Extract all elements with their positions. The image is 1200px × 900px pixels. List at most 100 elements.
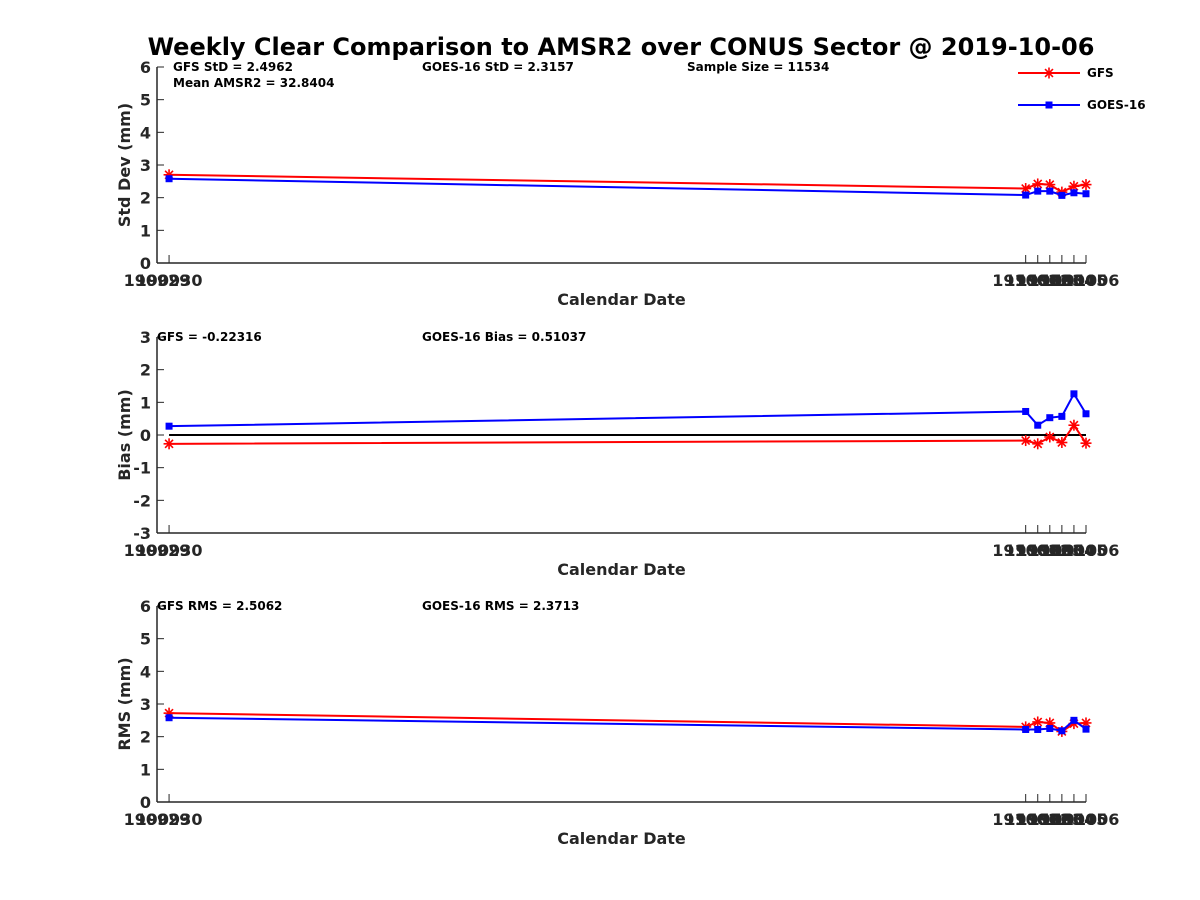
legend-goes16-square-icon xyxy=(1045,101,1053,109)
legend: GFS GOES-16 xyxy=(1018,66,1146,112)
point-gfs-rms xyxy=(1032,716,1044,728)
y-tick-label-rms: 0 xyxy=(140,793,151,812)
stat-annotation-rms: GOES-16 RMS = 2.3713 xyxy=(422,599,579,613)
x-tick-label-bias: 191003 xyxy=(1016,541,1083,560)
point-gfs-bias xyxy=(1068,419,1080,431)
point-goes16-rms xyxy=(1046,725,1054,732)
y-tick-label-std: 3 xyxy=(140,156,151,175)
y-tick-label-std: 2 xyxy=(140,189,151,208)
point-gfs-bias xyxy=(1032,438,1044,450)
x-tick-label-std: 191006 xyxy=(1053,271,1120,290)
x-tick-label-rms: 190930 xyxy=(136,810,203,829)
y-tick-label-rms: 3 xyxy=(140,695,151,714)
x-tick-label-std: 191001 xyxy=(992,271,1059,290)
x-tick-label-std: 191003 xyxy=(1016,271,1083,290)
series-line-gfs-std xyxy=(169,173,1087,194)
point-goes16-bias xyxy=(1022,407,1030,415)
y-tick-label-std: 5 xyxy=(140,91,151,110)
point-gfs-bias-stroke xyxy=(1033,439,1043,449)
point-goes16-rms xyxy=(1022,725,1030,733)
x-tick-label-bias: 191006 xyxy=(1053,541,1120,560)
x-tick-label-bias: 191005 xyxy=(1041,541,1108,560)
stat-annotation-std: Sample Size = 11534 xyxy=(687,60,829,74)
x-axis-label-bias: Calendar Date xyxy=(557,560,686,579)
point-goes16-bias xyxy=(1034,421,1042,429)
x-tick-label-bias: 191002 xyxy=(1004,541,1071,560)
point-gfs-bias xyxy=(1080,437,1092,449)
x-axis-label-std: Calendar Date xyxy=(557,290,686,309)
chart-title: Weekly Clear Comparison to AMSR2 over CO… xyxy=(148,33,1095,61)
x-tick-label-bias: 191001 xyxy=(992,541,1059,560)
y-axis-label-bias: Bias (mm) xyxy=(115,389,134,481)
x-tick-label-std: 190930 xyxy=(136,271,203,290)
y-tick-label-bias: 0 xyxy=(140,426,151,445)
x-tick-label-bias: 190930 xyxy=(136,541,203,560)
point-gfs-std-stroke xyxy=(1033,179,1043,189)
point-gfs-bias-stroke xyxy=(1045,432,1055,442)
point-goes16-bias xyxy=(1082,410,1090,418)
point-gfs-bias-stroke xyxy=(1069,420,1079,430)
point-goes16-std xyxy=(1022,191,1030,199)
legend-gfs-marker-stroke xyxy=(1044,68,1054,78)
point-goes16-std xyxy=(1058,191,1066,199)
point-goes16-std xyxy=(1034,187,1042,195)
point-goes16-rms xyxy=(165,714,173,722)
x-tick-label-rms: 191003 xyxy=(1016,810,1083,829)
x-tick-label-rms: 191002 xyxy=(1004,810,1071,829)
y-tick-label-std: 4 xyxy=(140,123,151,142)
y-tick-label-bias: 3 xyxy=(140,328,151,347)
y-tick-label-bias: -3 xyxy=(133,524,151,543)
point-gfs-bias xyxy=(163,438,175,450)
x-tick-label-rms: 190929 xyxy=(124,810,191,829)
y-tick-label-bias: -2 xyxy=(133,491,151,510)
point-gfs-std-stroke xyxy=(1021,183,1031,194)
y-tick-label-rms: 4 xyxy=(140,662,151,681)
legend-gfs-marker xyxy=(1043,67,1055,79)
x-tick-label-rms: 191006 xyxy=(1053,810,1120,829)
point-goes16-bias xyxy=(1070,390,1078,398)
point-gfs-bias-stroke xyxy=(164,439,174,449)
point-goes16-bias xyxy=(1046,414,1054,422)
x-tick-label-bias: 190929 xyxy=(124,541,191,560)
x-tick-label-bias: 191004 xyxy=(1028,541,1095,560)
stat-annotation-std: GOES-16 StD = 2.3157 xyxy=(422,60,574,74)
point-goes16-bias xyxy=(165,422,173,430)
point-gfs-bias xyxy=(1056,437,1068,449)
point-goes16-rms xyxy=(1082,725,1090,733)
x-tick-label-std: 190929 xyxy=(124,271,191,290)
y-tick-label-std: 1 xyxy=(140,221,151,240)
x-tick-label-rms: 191004 xyxy=(1028,810,1095,829)
point-gfs-bias xyxy=(1044,431,1056,443)
point-goes16-std xyxy=(1070,189,1078,197)
x-tick-label-rms: 191005 xyxy=(1041,810,1108,829)
y-tick-label-std: 0 xyxy=(140,254,151,273)
point-gfs-std-stroke xyxy=(1069,181,1079,191)
x-tick-label-std: 191005 xyxy=(1041,271,1108,290)
stat-annotation-bias: GOES-16 Bias = 0.51037 xyxy=(422,330,586,344)
series-line-goes16-bias xyxy=(169,391,1087,428)
point-gfs-std xyxy=(1032,178,1044,190)
point-goes16-std xyxy=(1082,190,1090,198)
x-tick-label-rms: 191001 xyxy=(992,810,1059,829)
y-tick-label-rms: 6 xyxy=(140,597,151,616)
point-goes16-rms xyxy=(1070,716,1078,724)
point-goes16-rms xyxy=(1034,725,1042,733)
point-gfs-bias xyxy=(1020,435,1032,447)
point-gfs-rms-stroke xyxy=(1081,718,1091,728)
x-tick-label-std: 191002 xyxy=(1004,271,1071,290)
point-gfs-std-stroke xyxy=(1045,180,1055,190)
y-tick-label-rms: 2 xyxy=(140,728,151,747)
legend-gfs-label: GFS xyxy=(1087,66,1114,80)
point-gfs-bias-stroke xyxy=(1021,436,1031,446)
point-gfs-bias-stroke xyxy=(1081,438,1091,448)
y-tick-label-bias: 1 xyxy=(140,393,151,412)
y-tick-label-std: 6 xyxy=(140,58,151,77)
y-axis-label-rms: RMS (mm) xyxy=(115,657,134,750)
x-axis-label-rms: Calendar Date xyxy=(557,829,686,848)
y-tick-label-rms: 5 xyxy=(140,630,151,649)
point-gfs-std xyxy=(1044,179,1056,191)
point-gfs-rms-stroke xyxy=(1033,717,1043,727)
